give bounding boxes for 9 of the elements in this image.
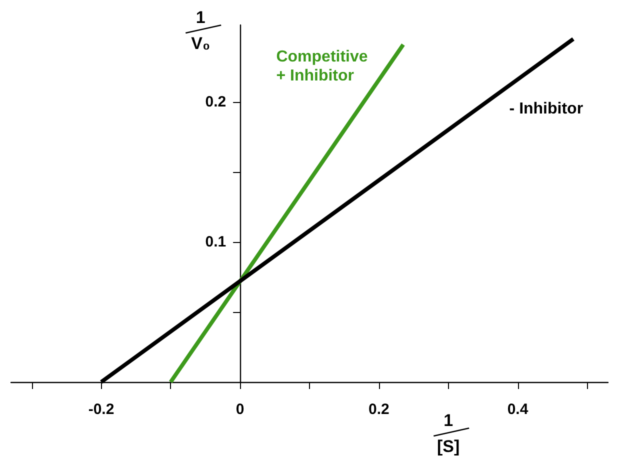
x-axis-title: 1/[S]	[422, 411, 477, 456]
series-label: Competitive + Inhibitor	[276, 48, 368, 85]
y-axis-title: 1/V₀	[174, 8, 229, 53]
x-tick-label: -0.2	[88, 401, 114, 418]
y-tick-label: 0.1	[205, 234, 226, 250]
x-tick-label: 0.4	[507, 401, 529, 418]
x-tick-label: 0.2	[368, 401, 390, 418]
x-tick-label: 0	[236, 401, 244, 418]
series-label: - Inhibitor	[509, 100, 584, 118]
